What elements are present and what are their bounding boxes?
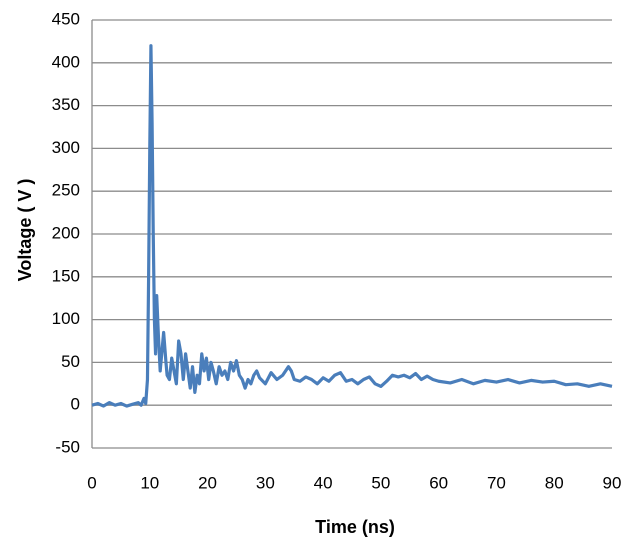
x-tick-label: 0 — [87, 473, 96, 492]
x-tick-label: 20 — [198, 473, 217, 492]
y-tick-label: 250 — [52, 181, 80, 200]
y-tick-label: 0 — [71, 395, 80, 414]
y-tick-label: 50 — [61, 352, 80, 371]
voltage-line — [91, 44, 613, 408]
x-tick-label: 30 — [256, 473, 275, 492]
x-tick-label: 60 — [429, 473, 448, 492]
x-axis-title: Time (ns) — [315, 517, 395, 537]
y-tick-label: -50 — [55, 437, 80, 456]
x-tick-label: 40 — [314, 473, 333, 492]
y-axis-title: Voltage ( V ) — [15, 179, 35, 282]
y-tick-label: 450 — [52, 9, 80, 28]
x-tick-label: 80 — [545, 473, 564, 492]
y-tick-label: 350 — [52, 95, 80, 114]
y-tick-label: 400 — [52, 52, 80, 71]
x-tick-label: 90 — [603, 473, 622, 492]
x-tick-label: 10 — [140, 473, 159, 492]
y-tick-label: 200 — [52, 223, 80, 242]
y-tick-label: 100 — [52, 309, 80, 328]
x-tick-label: 50 — [371, 473, 390, 492]
y-tick-label: 300 — [52, 138, 80, 157]
x-tick-label: 70 — [487, 473, 506, 492]
y-tick-label: 150 — [52, 266, 80, 285]
